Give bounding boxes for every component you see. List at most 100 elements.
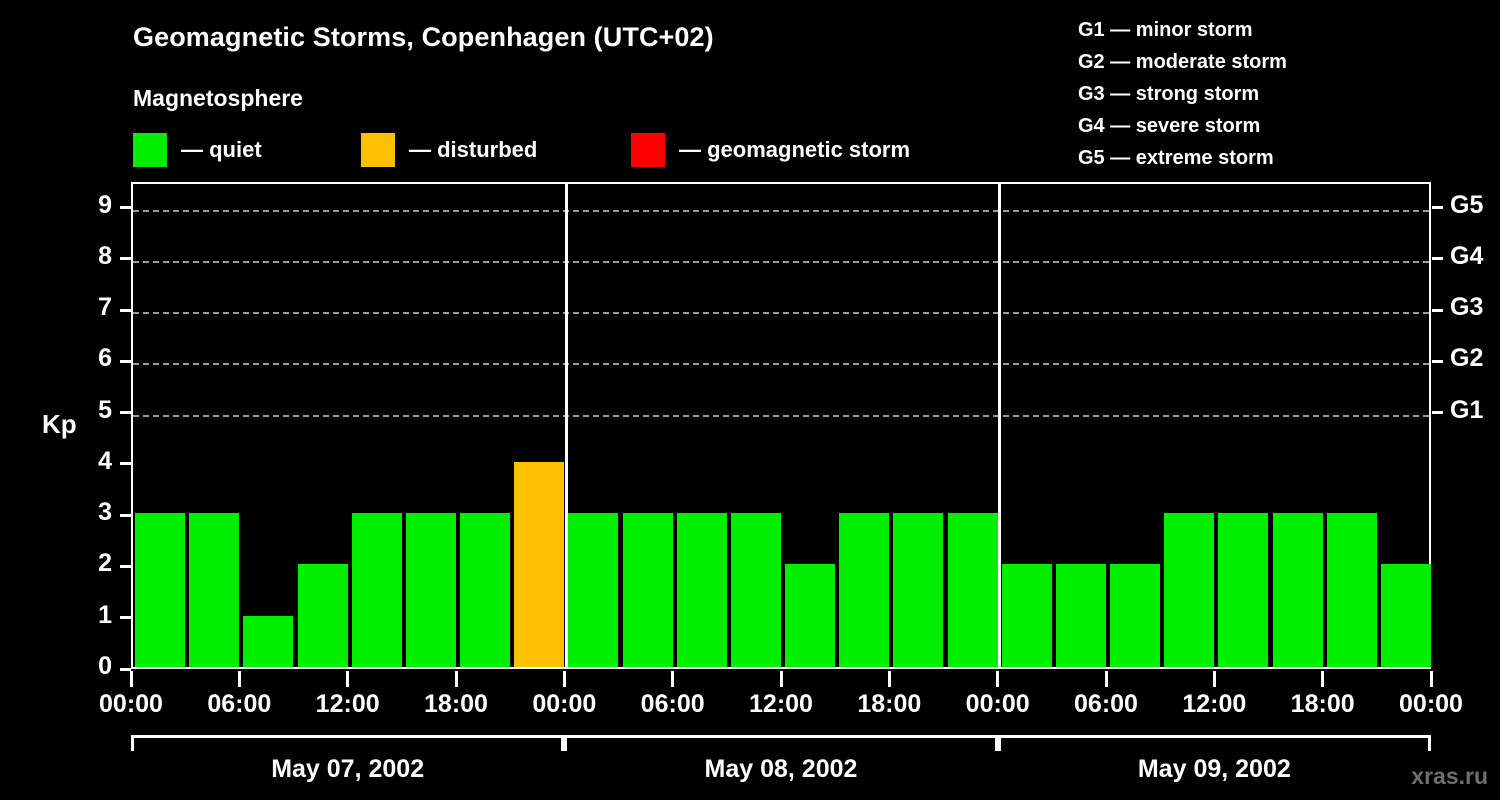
plot-area <box>131 182 1431 669</box>
watermark: xras.ru <box>1411 763 1488 789</box>
x-tick-label-2: 12:00 <box>315 690 380 718</box>
bar <box>1380 564 1431 667</box>
x-tick-mark-4 <box>562 671 566 687</box>
bar <box>243 615 294 667</box>
g-tick-mark-G1 <box>1432 411 1443 415</box>
x-tick-label-11: 18:00 <box>1290 690 1355 718</box>
bar <box>947 513 998 667</box>
bar <box>676 513 727 667</box>
magnetosphere-subtitle: Magnetosphere <box>133 85 303 111</box>
y-tick-mark-9 <box>120 206 131 210</box>
legend-label: — disturbed <box>409 137 538 162</box>
y-tick-mark-5 <box>120 411 131 415</box>
y-tick-mark-4 <box>120 462 131 466</box>
y-tick-label-4: 4 <box>98 446 112 475</box>
bar <box>1326 513 1377 667</box>
red-square-swatch <box>631 133 665 167</box>
x-tick-mark-6 <box>779 671 783 687</box>
y-tick-mark-2 <box>120 564 131 568</box>
bar <box>785 564 836 667</box>
g-tick-label-G1: G1 <box>1450 395 1484 424</box>
x-tick-mark-0 <box>129 671 133 687</box>
bar <box>405 513 456 667</box>
gridline-kp-9 <box>133 209 1429 212</box>
g-tick-label-G2: G2 <box>1450 344 1484 373</box>
day-label-1: May 07, 2002 <box>271 755 425 783</box>
g-legend-item-3: G3 — strong storm <box>1078 83 1260 105</box>
x-tick-mark-1 <box>237 671 241 687</box>
y-tick-mark-1 <box>120 616 131 620</box>
y-tick-label-0: 0 <box>98 652 112 680</box>
bar <box>189 513 240 667</box>
legend-entry-disturbed: — disturbed <box>361 132 537 168</box>
gridline-kp-5 <box>133 414 1429 417</box>
x-tick-label-10: 12:00 <box>1182 690 1247 718</box>
y-tick-label-8: 8 <box>98 241 112 270</box>
y-tick-label-9: 9 <box>98 190 112 219</box>
y-tick-label-6: 6 <box>98 344 112 373</box>
orange-square-swatch <box>361 133 395 167</box>
g-tick-mark-G5 <box>1432 206 1443 210</box>
x-tick-label-1: 06:00 <box>207 690 272 718</box>
g-tick-label-G5: G5 <box>1450 190 1484 219</box>
gridline-kp-8 <box>133 260 1429 263</box>
bar <box>514 461 565 667</box>
x-tick-label-6: 12:00 <box>749 690 813 718</box>
day-label-2: May 08, 2002 <box>704 755 858 783</box>
x-tick-mark-5 <box>671 671 675 687</box>
page-title: Geomagnetic Storms, Copenhagen (UTC+02) <box>133 22 714 52</box>
day-label-3: May 09, 2002 <box>1137 755 1291 783</box>
x-tick-label-7: 18:00 <box>857 690 922 718</box>
g-tick-label-G3: G3 <box>1450 293 1484 322</box>
y-tick-mark-0 <box>120 667 131 671</box>
gridline-kp-7 <box>133 312 1429 315</box>
y-tick-mark-3 <box>120 513 131 517</box>
bar <box>893 513 944 667</box>
g-legend-item-2: G2 — moderate storm <box>1078 51 1287 73</box>
bar <box>1110 564 1161 667</box>
y-tick-label-3: 3 <box>98 498 112 527</box>
y-tick-label-1: 1 <box>98 600 112 629</box>
y-tick-label-2: 2 <box>98 549 112 578</box>
x-tick-label-12: 00:00 <box>1399 690 1463 718</box>
g-scale-legend: G1 — minor storm G2 — moderate storm G3 — … <box>1078 14 1287 174</box>
g-legend-item-1: G1 — minor storm <box>1078 19 1253 41</box>
day-divider-2 <box>998 184 1002 667</box>
bar <box>568 513 619 667</box>
bar <box>1218 513 1269 667</box>
x-tick-mark-8 <box>996 671 1000 687</box>
bar <box>351 513 402 667</box>
y-tick-label-7: 7 <box>98 293 112 322</box>
x-tick-label-5: 06:00 <box>640 690 705 718</box>
legend-label: — quiet <box>181 137 262 162</box>
g-tick-mark-G4 <box>1432 257 1443 261</box>
bar <box>1272 513 1323 667</box>
g-legend-item-5: G5 — extreme storm <box>1078 147 1274 169</box>
x-tick-mark-9 <box>1104 671 1108 687</box>
day-bracket-2 <box>564 735 998 751</box>
plot-inner <box>133 184 1431 667</box>
x-tick-mark-2 <box>346 671 350 687</box>
green-square-swatch <box>133 133 167 167</box>
y-tick-mark-8 <box>120 257 131 261</box>
x-tick-label-8: 00:00 <box>965 690 1030 718</box>
day-divider-1 <box>564 184 568 667</box>
y-axis-label: Kp <box>42 409 77 439</box>
bar <box>1164 513 1215 667</box>
g-tick-mark-G3 <box>1432 308 1443 312</box>
legend-entry-quiet: — quiet <box>133 132 262 168</box>
x-tick-label-0: 00:00 <box>99 690 163 718</box>
y-tick-label-5: 5 <box>98 395 112 424</box>
bar <box>839 513 890 667</box>
x-tick-label-3: 18:00 <box>424 690 488 718</box>
x-tick-mark-12 <box>1429 671 1433 687</box>
y-tick-mark-7 <box>120 308 131 312</box>
legend-entry-geomagnetic-storm: — geomagnetic storm <box>631 132 910 168</box>
y-tick-mark-6 <box>120 359 131 363</box>
x-tick-mark-3 <box>454 671 458 687</box>
x-tick-label-9: 06:00 <box>1074 690 1138 718</box>
legend-label: — geomagnetic storm <box>679 137 911 162</box>
bar <box>135 513 186 667</box>
gridline-kp-6 <box>133 363 1429 366</box>
x-tick-mark-10 <box>1212 671 1216 687</box>
